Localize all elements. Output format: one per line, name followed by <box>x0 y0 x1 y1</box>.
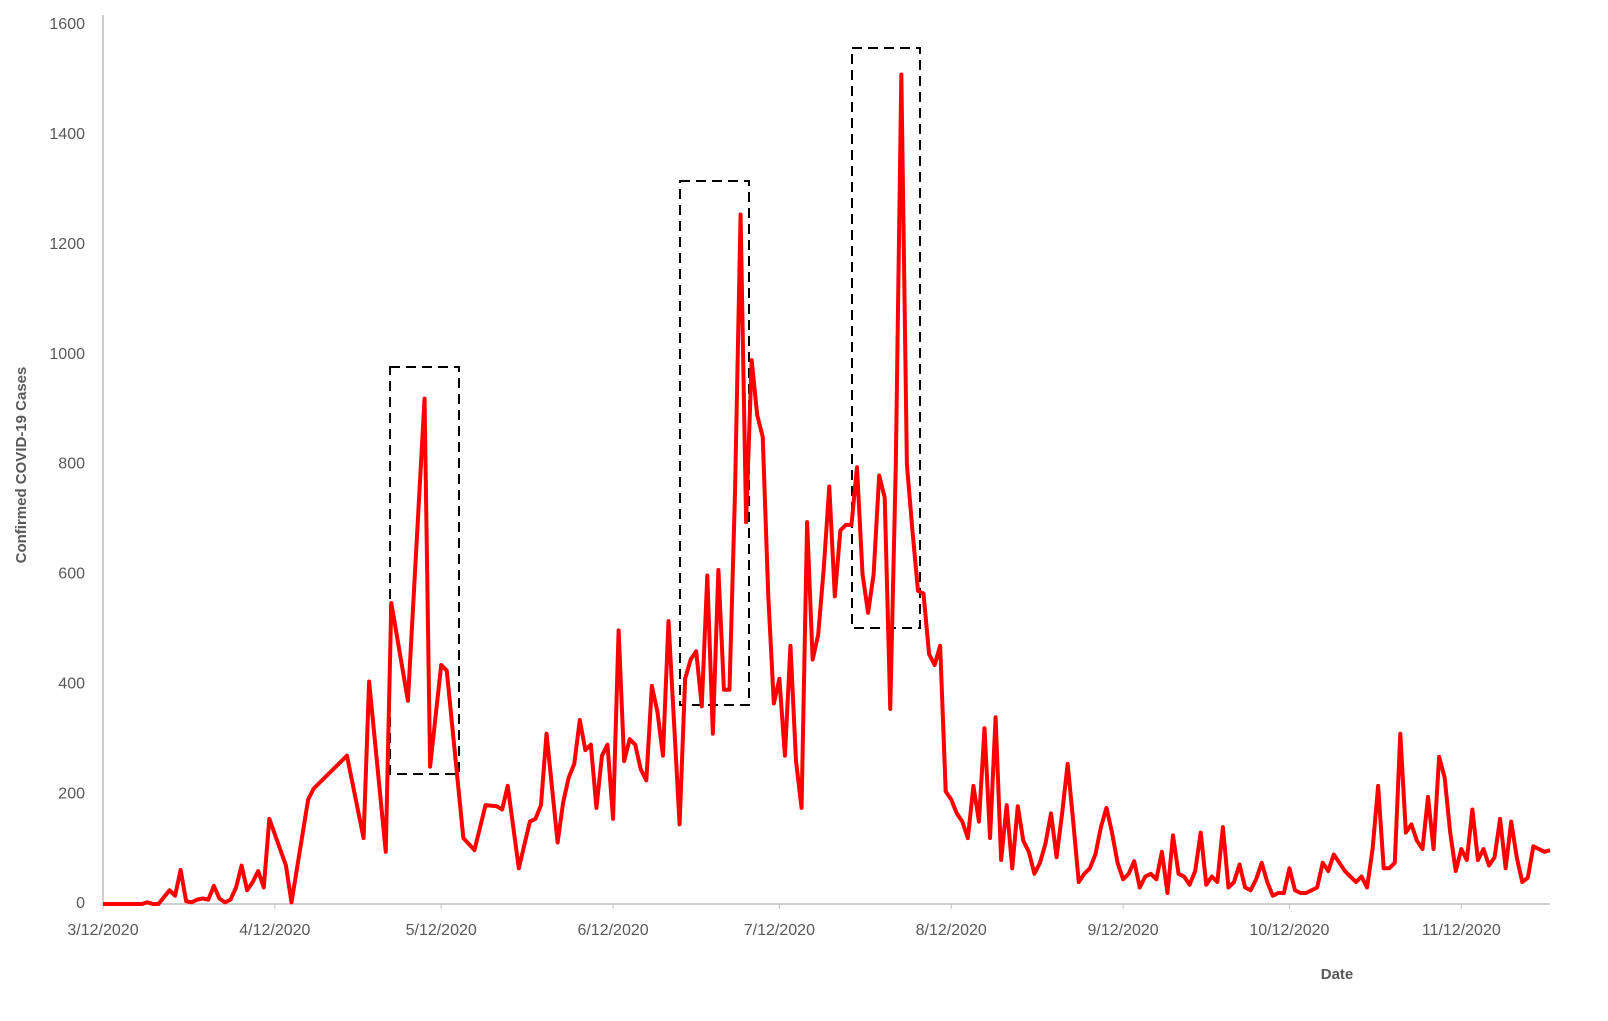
y-tick-label: 600 <box>58 566 85 583</box>
x-tick-label: 3/12/2020 <box>67 922 138 939</box>
highlight-box <box>389 366 460 775</box>
x-tick-label: 11/12/2020 <box>1422 922 1501 939</box>
x-tick-label: 10/12/2020 <box>1249 922 1329 939</box>
data-line <box>103 72 1551 906</box>
x-tick-label: 6/12/2020 <box>577 922 648 939</box>
y-tick-label: 200 <box>58 785 85 802</box>
y-tick-label: 1200 <box>49 236 85 253</box>
y-tick-label: 0 <box>76 895 85 912</box>
x-axis-label: Date <box>1321 966 1354 983</box>
x-tick-label: 5/12/2020 <box>406 922 477 939</box>
y-tick-label: 1000 <box>49 346 85 363</box>
x-tick-label: 8/12/2020 <box>916 922 987 939</box>
y-tick-label: 1600 <box>49 16 85 33</box>
highlight-box <box>851 47 921 629</box>
x-tick-label: 9/12/2020 <box>1088 922 1159 939</box>
y-axis-label: Confirmed COVID-19 Cases <box>13 367 30 564</box>
highlight-boxes <box>389 47 921 775</box>
y-tick-label: 1400 <box>49 126 85 143</box>
x-tick-label: 4/12/2020 <box>239 922 310 939</box>
y-tick-label: 400 <box>58 675 85 692</box>
x-tick-label: 7/12/2020 <box>744 922 815 939</box>
y-tick-label: 800 <box>58 456 85 473</box>
